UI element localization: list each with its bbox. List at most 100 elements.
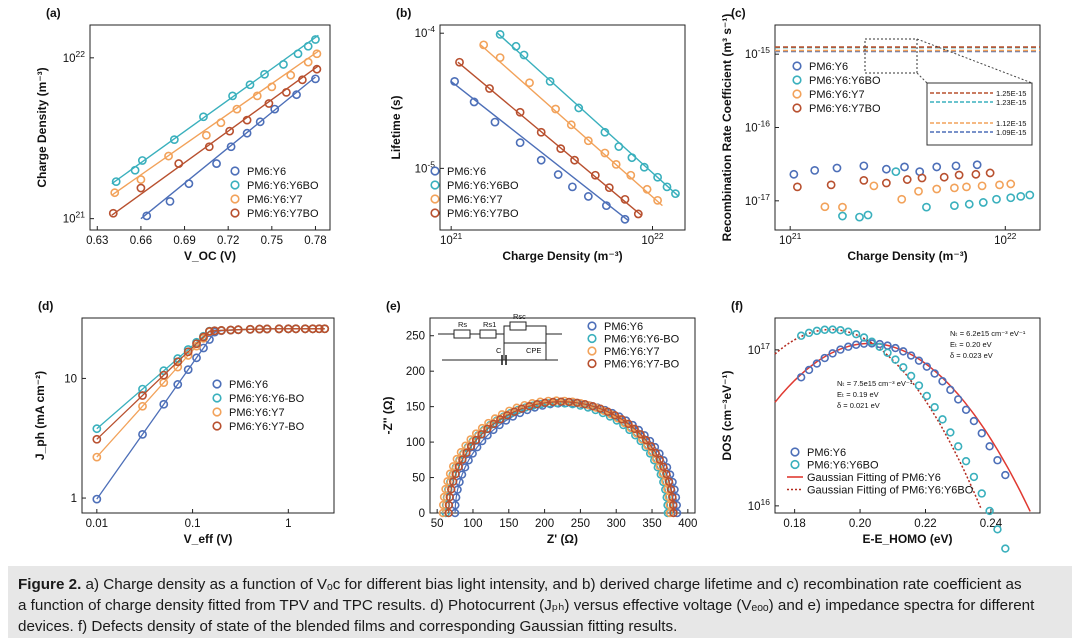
x-tick-label: 0.72: [217, 235, 239, 247]
data-point: [232, 104, 242, 114]
y-tick-label: 1017: [748, 341, 771, 357]
data-point: [859, 161, 869, 171]
fit-line: [111, 50, 319, 196]
data-point: [792, 182, 802, 192]
data-point: [930, 402, 939, 412]
fit-line: [111, 34, 319, 185]
x-axis-label: Z' (Ω): [547, 532, 578, 546]
data-point: [938, 377, 947, 386]
inset-connector: [916, 72, 928, 84]
y-tick-label: 150: [406, 402, 425, 414]
data-point: [820, 202, 830, 212]
data-point: [445, 492, 454, 502]
data-point: [92, 494, 102, 504]
plot-frame: [439, 24, 686, 231]
data-point: [138, 384, 147, 394]
data-point: [130, 165, 140, 175]
data-point: [142, 211, 152, 221]
panel-d: (d) 0.01 0.1 1 1 10 PM6:Y6 PM6:Y6:Y6-BO PM6:Y6:Y…: [33, 299, 335, 546]
circuit-rs: [453, 329, 471, 339]
x-tick-label: 350: [642, 518, 661, 530]
x-tick-label: 0.78: [304, 235, 326, 247]
x-tick-label: 1022: [994, 231, 1017, 247]
data-point: [192, 353, 201, 363]
data-point: [226, 142, 236, 152]
data-point: [566, 120, 576, 130]
circuit-label-cpe: CPE: [526, 346, 541, 355]
impedance-arc: [442, 399, 671, 514]
y-tick-label: 10-16: [745, 119, 770, 135]
data-point: [922, 362, 932, 371]
data-point: [450, 76, 460, 86]
y-tick-label: 250: [406, 331, 425, 343]
data-point: [590, 170, 600, 180]
data-point: [804, 365, 814, 375]
circuit-r2: [509, 321, 527, 331]
data-point: [233, 325, 243, 335]
inset-region: [864, 38, 918, 74]
data-point: [633, 209, 643, 219]
inset-label: 1.09E-15: [996, 128, 1026, 137]
data-point: [600, 148, 610, 158]
data-point: [303, 41, 313, 51]
data-point: [971, 169, 981, 179]
circuit-wire: [526, 325, 547, 360]
data-point: [820, 353, 829, 363]
data-point: [510, 407, 519, 416]
x-tick-label: 1: [285, 518, 291, 530]
data-point: [796, 331, 806, 340]
caption-line-1: a) Charge density as a function of Vₒᴄ f…: [81, 576, 1022, 593]
data-point: [881, 178, 891, 188]
data-point: [630, 424, 639, 434]
data-point: [863, 210, 873, 220]
data-point: [446, 485, 456, 494]
data-point: [230, 166, 240, 176]
x-tick-label: 400: [678, 518, 697, 530]
data-point: [216, 118, 226, 128]
data-point: [252, 91, 262, 101]
data-point: [954, 442, 963, 451]
y-axis-label: Lifetime (s): [389, 95, 403, 159]
data-point: [469, 97, 479, 107]
data-point: [859, 175, 869, 185]
series-line: [96, 328, 325, 500]
data-point: [869, 181, 879, 191]
data-point: [173, 357, 183, 367]
data-point: [653, 172, 663, 182]
data-point: [891, 355, 900, 364]
data-point: [891, 167, 901, 177]
data-point: [574, 103, 584, 113]
data-point: [914, 381, 924, 390]
data-point: [183, 365, 193, 375]
data-point: [899, 363, 908, 372]
plot-frame: [429, 317, 696, 514]
panel-e: (e) 50 100 150 200 250 300 350 400 0 50 100 150 200 25…: [381, 299, 697, 546]
legend-label: PM6:Y6: [604, 321, 643, 333]
legend-label: Gaussian Fitting of PM6:Y6: [807, 472, 941, 484]
data-point: [496, 415, 505, 424]
x-tick-label: 0.22: [914, 518, 936, 530]
x-tick-label: 0.24: [980, 518, 1003, 530]
data-point: [906, 351, 916, 360]
data-point: [267, 82, 277, 92]
x-axis-label: E-E_HOMO (eV): [862, 532, 952, 546]
data-point: [515, 107, 525, 117]
data-point: [517, 404, 526, 413]
data-point: [485, 84, 494, 93]
data-point: [792, 75, 802, 85]
data-point: [292, 90, 301, 100]
data-point: [173, 380, 183, 389]
data-point: [838, 202, 847, 212]
data-point: [466, 442, 476, 451]
data-point: [1025, 190, 1035, 200]
data-point: [439, 492, 449, 502]
data-point: [917, 173, 927, 183]
data-point: [796, 373, 806, 382]
data-point: [584, 400, 593, 410]
data-point: [525, 78, 534, 88]
data-point: [311, 74, 320, 84]
data-point: [553, 170, 563, 179]
data-point: [430, 166, 440, 176]
data-point: [985, 168, 995, 178]
data-point: [212, 379, 222, 389]
